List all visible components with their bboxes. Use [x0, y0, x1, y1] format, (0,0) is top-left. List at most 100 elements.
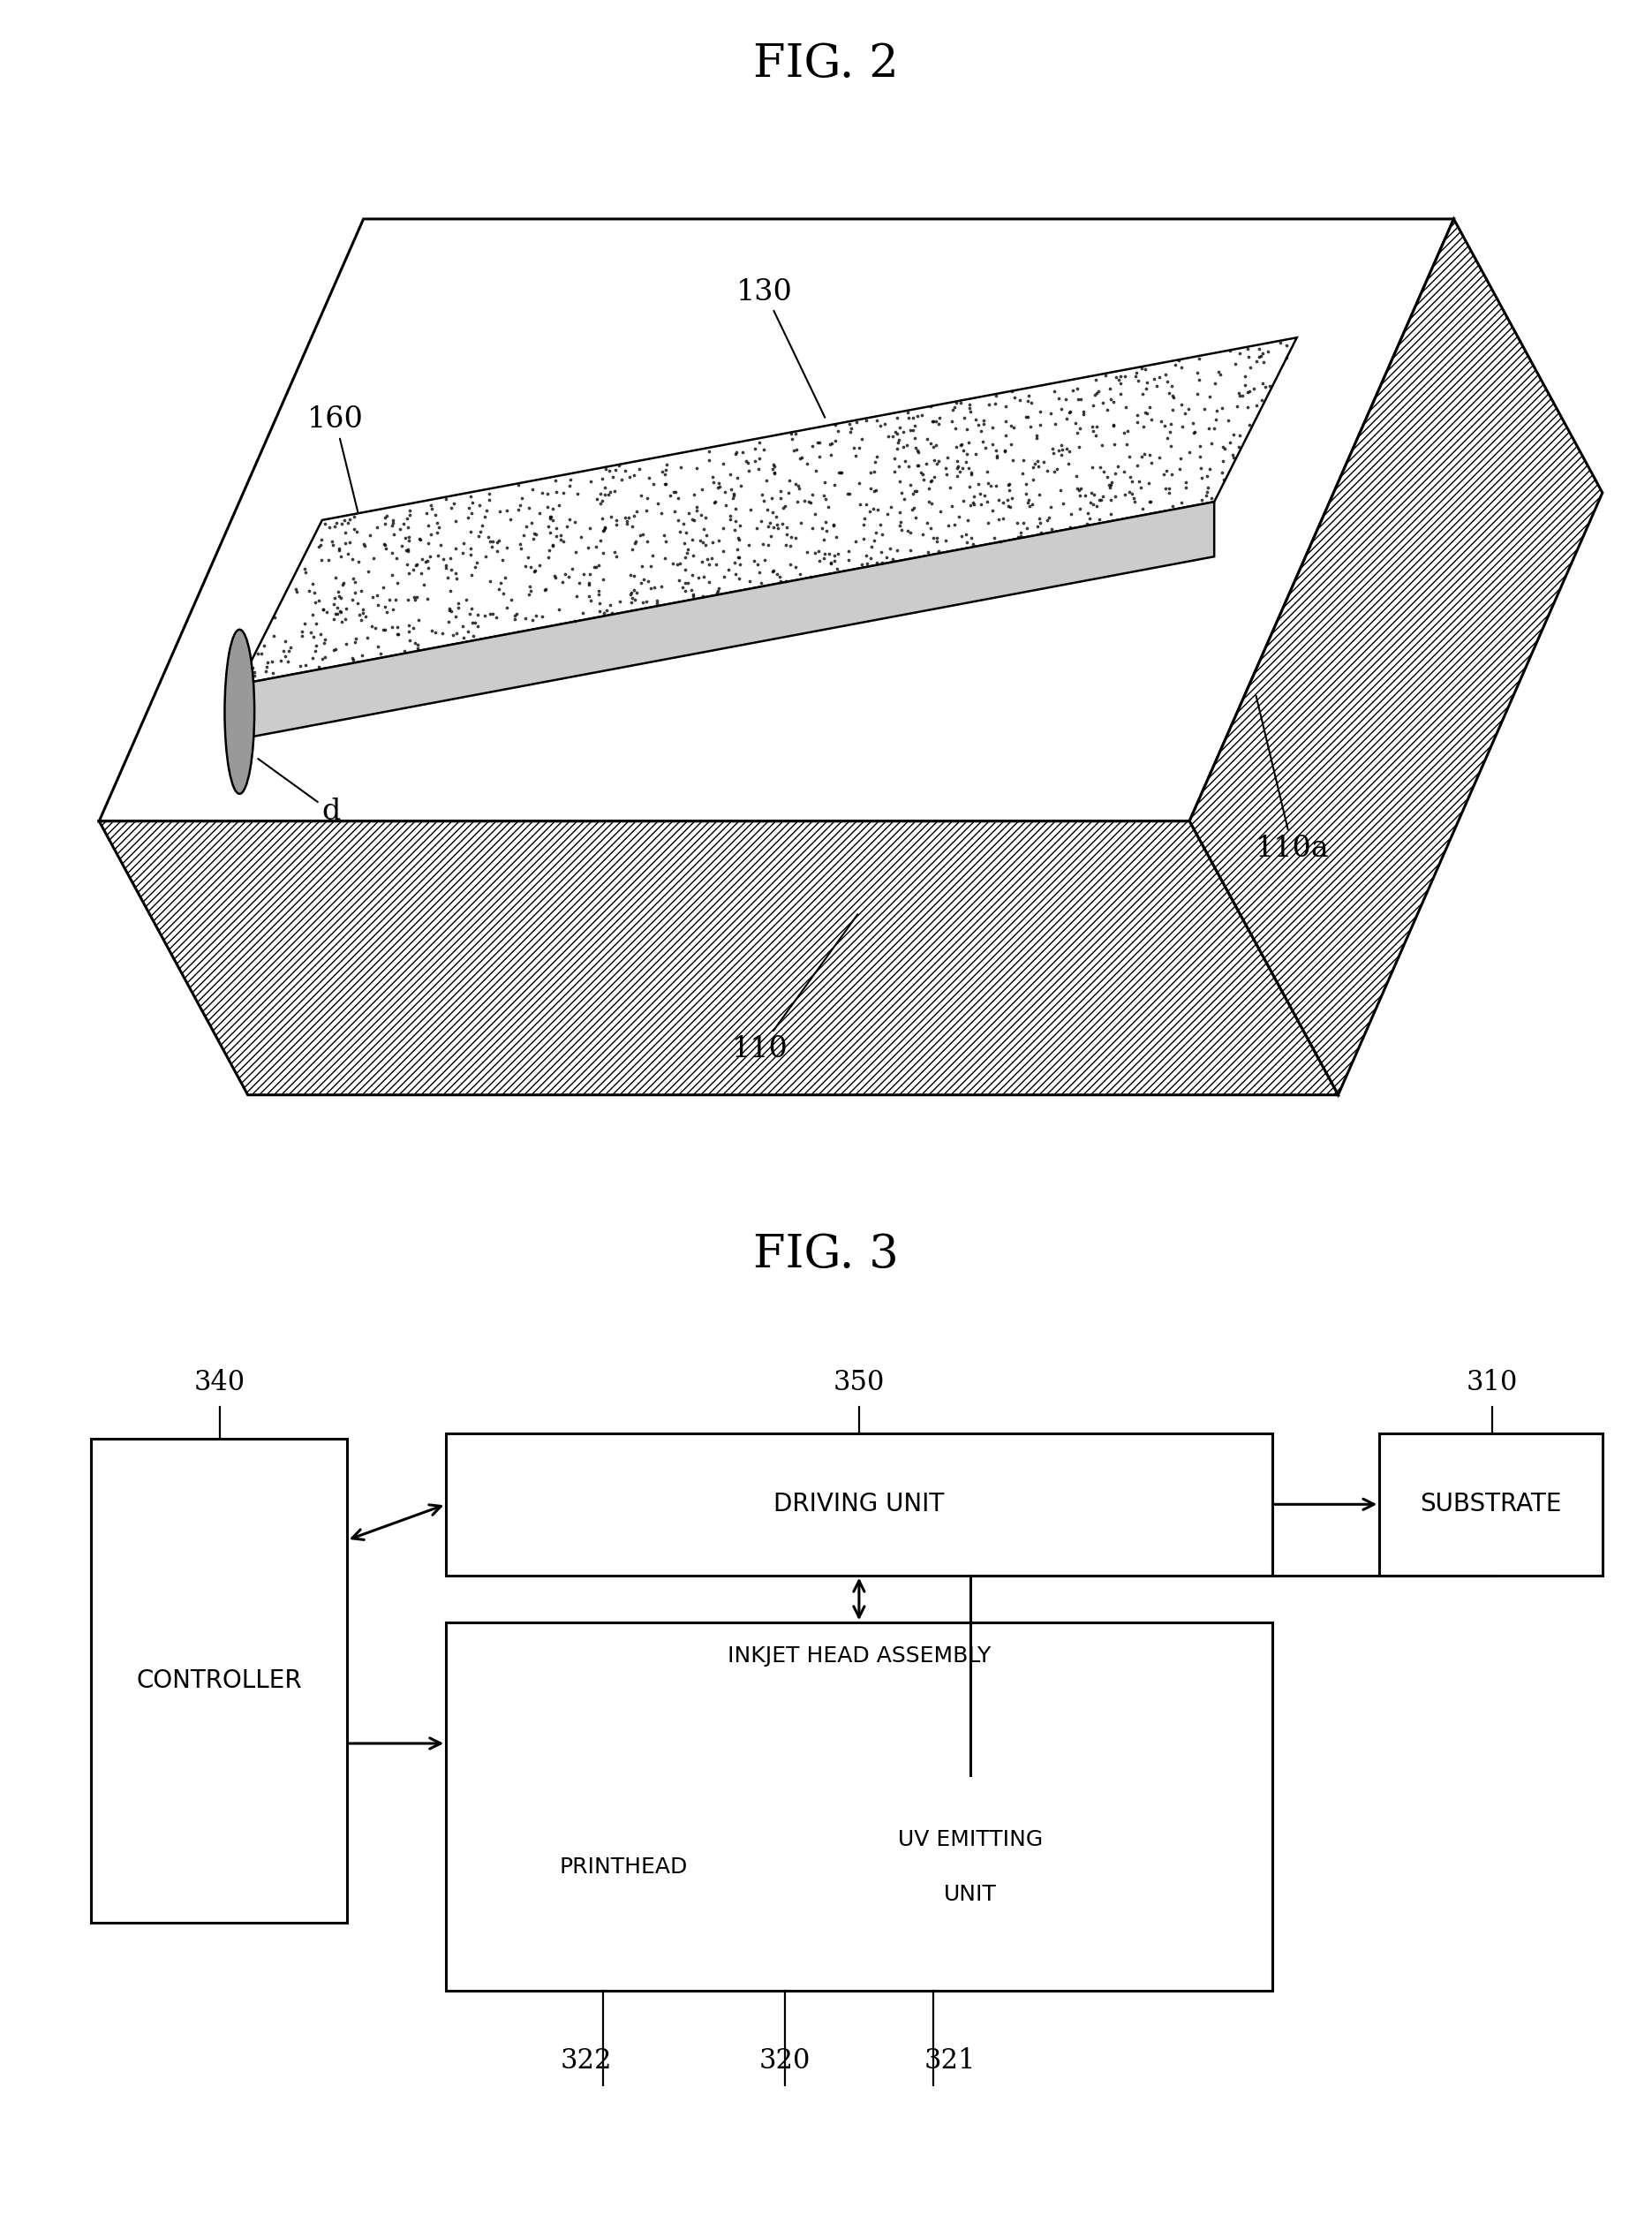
Point [920, 459, 947, 495]
Point [352, 600, 378, 636]
Point [337, 501, 363, 537]
Point [586, 474, 613, 510]
Point [869, 517, 895, 553]
Text: FIG. 3: FIG. 3 [753, 1231, 899, 1278]
Point [667, 546, 694, 582]
Point [1234, 331, 1260, 367]
Point [781, 548, 808, 584]
Point [507, 488, 534, 524]
Point [1036, 499, 1062, 535]
Point [469, 508, 496, 544]
Point [1156, 376, 1183, 412]
Point [838, 414, 864, 450]
Point [671, 526, 697, 562]
Point [771, 528, 798, 564]
Point [1226, 376, 1252, 412]
Point [557, 501, 583, 537]
Point [914, 421, 940, 457]
Point [623, 495, 649, 530]
Point [973, 430, 999, 466]
Point [542, 517, 568, 553]
Point [342, 575, 368, 611]
Point [838, 410, 864, 445]
Point [923, 427, 950, 463]
Point [679, 557, 705, 593]
Point [885, 448, 912, 483]
Point [821, 506, 847, 542]
Point [681, 501, 707, 537]
Point [745, 452, 771, 488]
Point [1016, 378, 1042, 414]
Point [803, 497, 829, 533]
Point [459, 557, 486, 593]
Point [1188, 481, 1214, 517]
Point [653, 457, 679, 492]
Point [316, 542, 342, 577]
Point [550, 524, 577, 560]
Text: PRINTHEAD: PRINTHEAD [560, 1858, 687, 1878]
Point [836, 405, 862, 441]
Point [1075, 501, 1102, 537]
Point [618, 575, 644, 611]
Point [1100, 407, 1127, 443]
Point [519, 472, 545, 508]
Point [813, 504, 839, 539]
Point [786, 441, 813, 477]
Point [547, 488, 573, 524]
Text: INKJET HEAD ASSEMBLY: INKJET HEAD ASSEMBLY [727, 1645, 991, 1667]
Point [669, 506, 695, 542]
Point [895, 448, 922, 483]
Point [507, 530, 534, 566]
Point [425, 537, 451, 573]
Point [722, 436, 748, 472]
Point [857, 528, 884, 564]
Point [591, 508, 618, 544]
Point [416, 539, 443, 575]
Point [626, 450, 653, 486]
Point [957, 389, 983, 425]
Point [765, 510, 791, 546]
Point [337, 524, 363, 560]
Point [322, 508, 349, 544]
Point [324, 506, 350, 542]
Point [601, 452, 628, 488]
Point [725, 539, 752, 575]
Text: 340: 340 [193, 1370, 246, 1397]
Point [1142, 360, 1168, 396]
Point [712, 474, 738, 510]
Point [525, 495, 552, 530]
Point [953, 436, 980, 472]
Point [927, 492, 953, 528]
Point [591, 470, 618, 506]
Point [519, 602, 545, 638]
Point [709, 533, 735, 568]
Point [322, 595, 349, 631]
Point [813, 481, 839, 517]
Point [253, 649, 279, 685]
Point [687, 497, 714, 533]
Point [629, 517, 656, 553]
Point [1251, 365, 1277, 401]
Point [330, 504, 357, 539]
Text: SUBSTRATE: SUBSTRATE [1421, 1493, 1561, 1517]
Point [489, 542, 515, 577]
Point [292, 555, 319, 591]
Point [327, 593, 354, 629]
Point [958, 394, 985, 430]
Point [251, 627, 278, 662]
Point [935, 508, 961, 544]
Point [1013, 398, 1039, 434]
Point [1013, 474, 1039, 510]
Point [917, 463, 943, 499]
Point [788, 506, 814, 542]
Point [418, 517, 444, 553]
Point [400, 551, 426, 586]
Point [638, 571, 664, 606]
Point [1080, 414, 1107, 450]
Point [1067, 490, 1094, 526]
Point [1125, 405, 1151, 441]
Point [894, 513, 920, 548]
Point [522, 553, 548, 589]
Point [1077, 486, 1104, 521]
Point [325, 575, 352, 611]
